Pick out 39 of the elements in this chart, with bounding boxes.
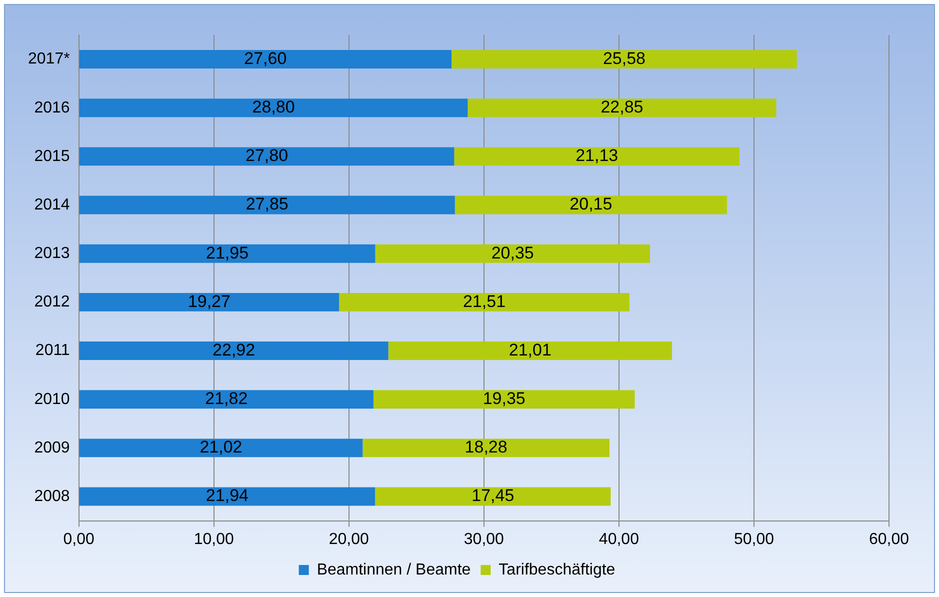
data-label: 27,85 (246, 194, 288, 214)
x-tick-label: 50,00 (734, 530, 774, 548)
y-tick-label: 2008 (34, 488, 70, 505)
y-tick-label: 2015 (34, 148, 70, 165)
x-tick-label: 0,00 (63, 530, 94, 548)
data-label: 21,51 (462, 292, 506, 311)
data-label: 20,15 (570, 194, 612, 214)
legend-label: Tarifbeschäftigte (498, 561, 616, 578)
data-label: 27,60 (244, 48, 287, 68)
data-label: 17,45 (472, 486, 514, 506)
data-label: 28,80 (252, 98, 295, 117)
x-tick-label: 20,00 (328, 530, 369, 548)
data-label: 21,02 (200, 438, 242, 457)
data-label: 21,94 (206, 486, 248, 506)
x-tick-label: 30,00 (464, 530, 504, 548)
y-tick-label: 2009 (34, 439, 70, 456)
data-label: 22,92 (212, 340, 256, 360)
data-label: 18,28 (464, 438, 508, 457)
x-tick-label: 60,00 (868, 530, 910, 548)
y-tick-label: 2011 (35, 342, 70, 360)
y-tick-label: 2017* (28, 50, 70, 68)
data-label: 20,35 (491, 243, 534, 262)
x-tick-label: 10,00 (194, 530, 234, 548)
data-label: 21,82 (205, 389, 248, 408)
y-tick-label: 2016 (34, 99, 70, 116)
data-label: 22,85 (600, 98, 644, 117)
y-tick-label: 2014 (34, 196, 70, 214)
data-label: 27,80 (245, 146, 288, 166)
y-tick-label: 2010 (34, 390, 70, 408)
y-tick-label: 2012 (34, 294, 70, 311)
data-label: 25,58 (602, 48, 646, 68)
data-label: 21,95 (206, 243, 249, 262)
x-tick-label: 40,00 (598, 530, 640, 548)
data-label: 19,35 (482, 389, 526, 408)
legend-label: Beamtinnen / Beamte (316, 561, 471, 578)
data-label: 19,27 (188, 292, 230, 311)
y-tick-label: 2013 (34, 245, 70, 262)
data-label: 21,01 (508, 340, 552, 360)
data-label: 21,13 (576, 146, 618, 166)
